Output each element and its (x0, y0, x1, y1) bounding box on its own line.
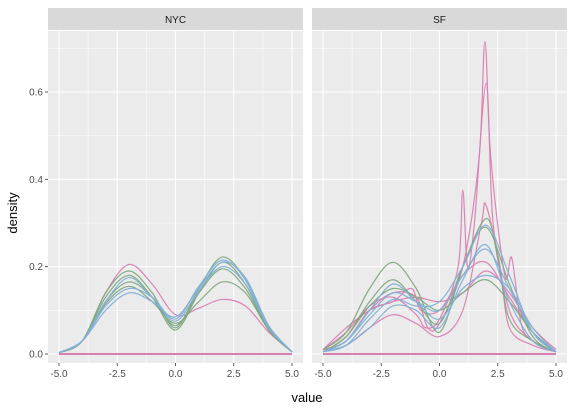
y-tick-label: 0.6 (29, 88, 43, 99)
facet-strip (312, 8, 567, 30)
grid (48, 31, 303, 363)
facet-strip-label: NYC (165, 15, 186, 26)
density-curves (58, 256, 293, 355)
facets: NYC -5.0 -2.5 0.0 2.5 5.0 SF -5.0 -2.5 0.0 2.5 5.0 (48, 8, 567, 380)
y-tick-label: 0.4 (29, 175, 43, 186)
density-curve-blue (322, 224, 557, 353)
density-curve-blue (322, 248, 557, 353)
y-axis-title: density (5, 192, 20, 234)
facet-sf: SF -5.0 -2.5 0.0 2.5 5.0 (312, 8, 567, 380)
density-curve-blue (58, 259, 293, 354)
density-curve-blue (322, 244, 557, 353)
x-tick-label: 5.0 (549, 369, 563, 380)
x-axis-sf: -5.0 -2.5 0.0 2.5 5.0 (314, 363, 563, 380)
y-tick-label: 0.2 (29, 262, 43, 273)
x-tick-label: 5.0 (285, 369, 299, 380)
x-tick-label: 2.5 (227, 369, 241, 380)
x-tick-label: -2.5 (373, 369, 391, 380)
x-axis-nyc: -5.0 -2.5 0.0 2.5 5.0 (50, 363, 299, 380)
facet-strip (48, 8, 303, 30)
facet-nyc: NYC -5.0 -2.5 0.0 2.5 5.0 (48, 8, 303, 380)
density-curve-blue (58, 261, 293, 354)
x-axis-title: value (291, 390, 322, 405)
density-curve-blue (58, 266, 293, 354)
facet-strip-label: SF (433, 15, 446, 26)
y-axis: 0.0 0.2 0.4 0.6 (29, 88, 48, 361)
x-tick-label: 2.5 (491, 369, 505, 380)
x-tick-label: -5.0 (50, 369, 68, 380)
density-curves (322, 41, 557, 355)
density-curve-blue (322, 274, 557, 353)
x-tick-label: 0.0 (169, 369, 183, 380)
x-tick-label: 0.0 (433, 369, 447, 380)
y-tick-label: 0.0 (29, 350, 43, 361)
x-tick-label: -5.0 (314, 369, 332, 380)
x-tick-label: -2.5 (109, 369, 127, 380)
